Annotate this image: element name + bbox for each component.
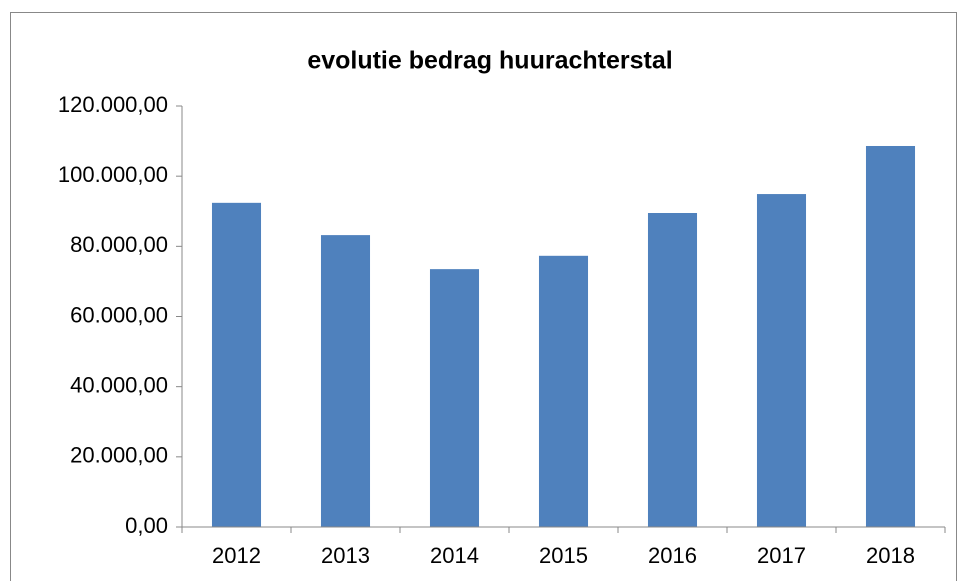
y-tick-label: 60.000,00	[70, 302, 168, 327]
bar	[865, 145, 916, 527]
bar	[756, 194, 807, 527]
bar	[320, 235, 371, 527]
chart-title: evolutie bedrag huurachterstal	[307, 47, 672, 75]
x-tick-label: 2012	[212, 543, 261, 568]
bar	[647, 213, 698, 528]
y-tick-label: 40.000,00	[70, 372, 168, 397]
y-tick-label: 100.000,00	[58, 162, 168, 187]
y-tick-label: 20.000,00	[70, 443, 168, 468]
y-tick-label: 0,00	[125, 513, 168, 538]
bar	[429, 269, 480, 527]
x-tick-label: 2016	[648, 543, 697, 568]
bar	[538, 255, 589, 527]
x-tick-label: 2013	[321, 543, 370, 568]
x-tick-label: 2015	[539, 543, 588, 568]
y-tick-label: 120.000,00	[58, 92, 168, 117]
y-tick-label: 80.000,00	[70, 232, 168, 257]
x-tick-label: 2014	[430, 543, 479, 568]
x-tick-label: 2018	[866, 543, 915, 568]
x-tick-label: 2017	[757, 543, 806, 568]
bar	[211, 202, 262, 527]
